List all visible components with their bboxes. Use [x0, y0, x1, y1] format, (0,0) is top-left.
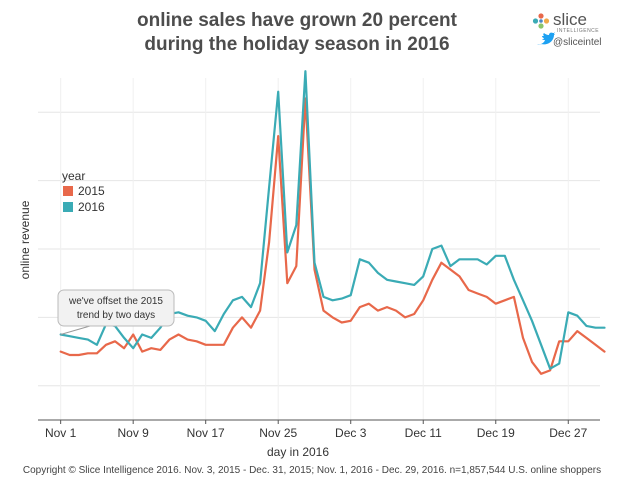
legend-swatch-2015: [63, 186, 73, 196]
x-tick-label: Dec 3: [335, 426, 367, 440]
legend-title: year: [62, 169, 85, 183]
brand-name: slice: [553, 10, 587, 29]
x-axis-label: day in 2016: [267, 445, 329, 459]
y-axis-label: online revenue: [18, 200, 32, 279]
x-axis-ticks: Nov 1 Nov 9 Nov 17 Nov 25 Dec 3 Dec 11 Dec 19 D…: [45, 420, 588, 440]
chart-title-line-1: online sales have grown 20 percent: [137, 10, 458, 31]
logo-dot: [543, 18, 550, 24]
logo-dot: [532, 18, 539, 24]
grid: [38, 78, 600, 420]
series-line-2015: [59, 97, 606, 375]
brand-handle: @sliceintel: [553, 37, 602, 48]
legend-label-2015: 2015: [78, 184, 105, 198]
footer-copyright: Copyright © Slice Intelligence 2016. Nov…: [23, 465, 601, 476]
slice-logo-icon: [532, 13, 550, 29]
slice-logo: slice INTELLIGENCE @sliceintel: [532, 10, 602, 48]
x-tick-label: Nov 1: [45, 426, 77, 440]
annotation-pointer: [60, 325, 91, 335]
x-tick-label: Dec 27: [549, 426, 587, 440]
legend: year 2015 2016: [62, 169, 105, 214]
legend-swatch-2016: [63, 202, 73, 212]
x-tick-label: Nov 9: [117, 426, 149, 440]
x-tick-label: Nov 17: [187, 426, 225, 440]
x-tick-label: Dec 11: [405, 426, 442, 440]
x-tick-label: Nov 25: [259, 426, 297, 440]
x-tick-label: Dec 19: [477, 426, 515, 440]
series-line-2016: [59, 70, 606, 370]
series-layer: [59, 70, 606, 375]
logo-dot: [538, 23, 544, 29]
logo-dot: [538, 13, 544, 19]
chart-title-line-2: during the holiday season in 2016: [144, 34, 449, 55]
brand-subtitle: INTELLIGENCE: [557, 28, 599, 34]
annotation-callout: we've offset the 2015 trend by two days: [57, 289, 175, 335]
annotation-box: [57, 289, 175, 327]
annotation-line-2: trend by two days: [77, 310, 155, 321]
annotation-line-1: we've offset the 2015: [68, 296, 163, 307]
logo-dot: [539, 19, 543, 23]
legend-label-2016: 2016: [78, 200, 105, 214]
twitter-icon: [537, 32, 555, 45]
